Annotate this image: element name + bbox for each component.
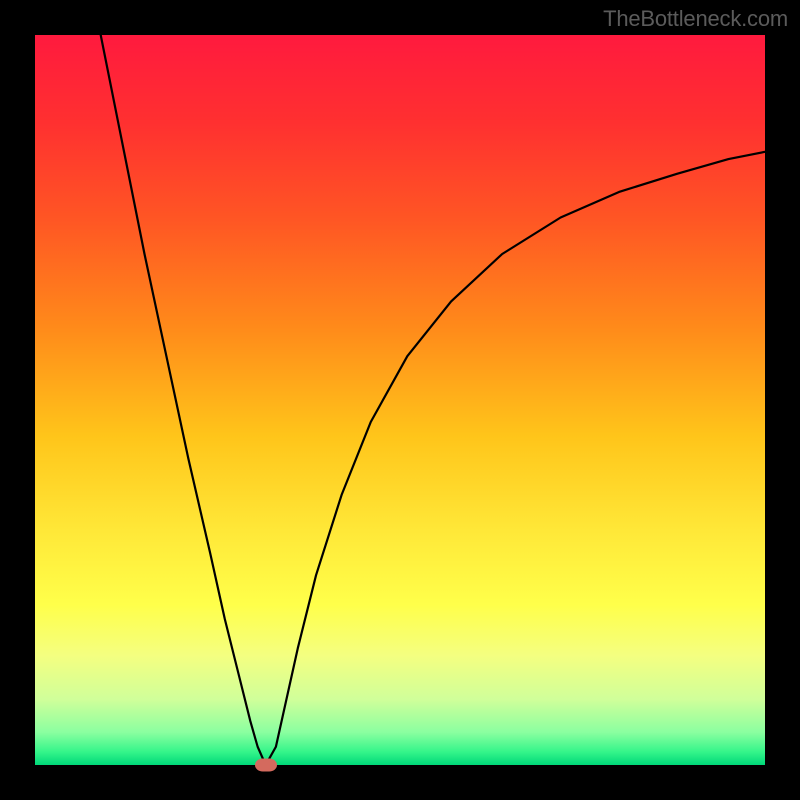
curve-path bbox=[101, 35, 765, 765]
chart-canvas: TheBottleneck.com bbox=[0, 0, 800, 800]
watermark-text: TheBottleneck.com bbox=[603, 6, 788, 32]
plot-area bbox=[35, 35, 765, 765]
bottleneck-curve bbox=[35, 35, 765, 765]
optimum-marker bbox=[255, 759, 277, 772]
